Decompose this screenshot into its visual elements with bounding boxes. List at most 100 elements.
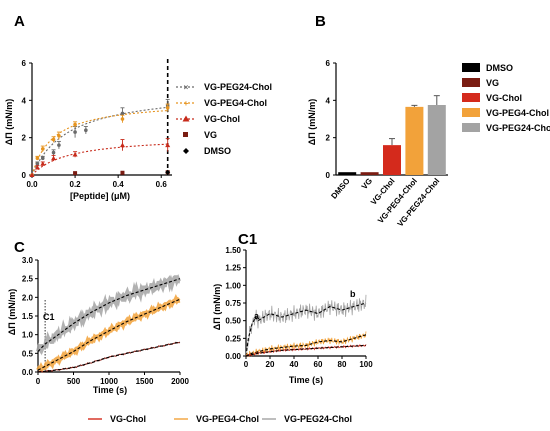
panel-c1-x-label: Time (s) (289, 375, 323, 385)
panel-c1-fit-line (245, 344, 367, 357)
panel-letter-b: B (315, 13, 326, 30)
panel-c1-ytick-label: 1.25 (225, 264, 241, 273)
panel-c1-ytick-label: 0.75 (225, 299, 241, 308)
panel-c1-ytick-label: 0.50 (225, 317, 241, 326)
panel-c-fit-line (37, 341, 181, 373)
legend-b-dmso-label: DMSO (486, 63, 513, 73)
panel-letter-a: A (14, 13, 25, 30)
panel-b-ytick-label: 2 (326, 134, 331, 143)
panel-c-ytick-label: 0.0 (22, 368, 34, 377)
panel-c1-annotation-a: a (254, 311, 260, 321)
legend-a-peg4: + VG-PEG4-Chol (176, 98, 267, 108)
panel-a-point (73, 122, 77, 127)
panel-c1-xtick-label: 100 (359, 360, 373, 369)
bottom-legend: VG-Chol VG-PEG4-Chol VG-PEG24-Chol (88, 414, 352, 424)
panel-c1-xtick-label: 0 (244, 360, 249, 369)
legend-b-dmso-swatch (462, 63, 480, 72)
panel-b-y-label: ΔΠ (mN/m) (307, 99, 317, 145)
panel-c1-xtick-label: 40 (290, 360, 299, 369)
legend-b-peg24-swatch (462, 123, 480, 132)
panel-a-ytick-label: 6 (22, 59, 27, 68)
panel-b-marks (338, 95, 446, 175)
panel-b-bar (405, 106, 424, 175)
panel-c-x-label: Time (s) (93, 385, 127, 395)
panel-a-point (51, 150, 56, 155)
panel-c1-ytick-label: 0.25 (225, 334, 241, 343)
panel-c-marks (36, 274, 181, 373)
legend-a-peg24: × VG-PEG24-Chol (176, 82, 272, 92)
panel-a-point (120, 111, 125, 116)
panel-a-point (51, 155, 57, 161)
legend-a-peg4-label: VG-PEG4-Chol (204, 98, 267, 108)
panel-a-point (165, 169, 171, 175)
svg-text:×: × (184, 83, 189, 92)
svg-text:+: + (184, 99, 189, 108)
legend-b-chol-swatch (462, 93, 480, 102)
panel-b-bar (383, 145, 401, 175)
panel-a-point (73, 130, 77, 134)
panel-a-point (35, 162, 40, 166)
panel-c1-chart: ΔΠ (mN/m) Time (s) 0 20 40 60 80 1000.000.250… (212, 246, 373, 385)
legend-a-peg24-label: VG-PEG24-Chol (204, 82, 272, 92)
panel-c-xtick-label: 1000 (100, 377, 118, 386)
panel-c-xtick-label: 500 (67, 377, 81, 386)
panel-c-y-label: ΔΠ (mN/m) (7, 289, 17, 335)
panel-b-ytick-label: 0 (326, 171, 331, 180)
panel-a-point (57, 143, 61, 147)
panel-c-inset-label: C1 (43, 312, 55, 322)
panel-c-fit-line (37, 298, 181, 371)
panel-c-series-line (36, 274, 181, 356)
panel-a-fit-curve (31, 106, 168, 176)
legend-b-vg-label: VG (486, 78, 499, 88)
panel-a-point (73, 171, 78, 176)
panel-c-ytick-label: 1.5 (22, 312, 34, 321)
panel-c1-ytick-label: 0.00 (225, 352, 241, 361)
panel-c-ytick-label: 3.0 (22, 256, 34, 265)
panel-a-point (57, 134, 61, 138)
panel-a-point (120, 170, 125, 175)
panel-a-point (40, 156, 45, 160)
panel-a-point (84, 128, 88, 132)
panel-b-xtick-label: DMSO (329, 177, 351, 201)
panel-a-point (35, 156, 40, 160)
panel-c1-ticks: 0 20 40 60 80 100 0.00 0.25 0.50 0.75 1.00 1.25 1.50 (225, 246, 373, 369)
legend-a-dmso-label: DMSO (204, 146, 231, 156)
panel-c-ticks: 0 500 1000 1500 2000 0.0 0.5 1.0 1.5 2.0 2.5 3.0 (22, 256, 190, 386)
panel-a-point (51, 137, 56, 142)
panel-a-ytick-label: 0 (22, 171, 27, 180)
panel-a-point (40, 147, 45, 151)
legend-b-peg24-label: VG-PEG24-Chol (486, 123, 550, 133)
bottom-legend-peg4-label: VG-PEG4-Chol (196, 414, 259, 424)
panel-c1-fit-line (245, 302, 367, 357)
panel-a-xtick-label: 0.2 (70, 180, 82, 189)
panel-b-ytick-label: 6 (326, 59, 331, 68)
panel-c1-fit-line (245, 334, 367, 357)
legend-a-chol: VG-Chol (176, 114, 240, 124)
panel-a-point (72, 151, 78, 157)
panel-c1-marks (245, 294, 367, 358)
bottom-legend-peg24-label: VG-PEG24-Chol (284, 414, 352, 424)
panel-b-bar (427, 105, 446, 175)
panel-c1-xtick-label: 60 (314, 360, 323, 369)
panel-a-ytick-label: 2 (22, 134, 27, 143)
panel-a-ytick-label: 4 (22, 96, 27, 105)
panel-a-xtick-label: 0.0 (26, 180, 38, 189)
panel-c1-xtick-label: 20 (266, 360, 275, 369)
panel-c-xtick-label: 1500 (136, 377, 154, 386)
panel-b-bar (338, 172, 357, 175)
panel-c-ytick-label: 2.5 (22, 275, 34, 284)
panel-c1-xtick-label: 80 (338, 360, 347, 369)
panel-a-point (40, 161, 46, 166)
panel-a-fit-curve (31, 110, 168, 176)
bottom-legend-chol-label: VG-Chol (110, 414, 146, 424)
panel-b-legend: DMSO VG VG-Chol VG-PEG4-Chol VG-PEG24-Ch… (462, 63, 550, 133)
panel-letter-c: C (14, 239, 25, 256)
panel-a-fit-curve (31, 143, 168, 176)
panel-a-legend: × VG-PEG24-Chol + VG-PEG4-Chol VG-Chol V… (176, 82, 272, 156)
legend-b-chol-label: VG-Chol (486, 93, 522, 103)
panel-a-ticks: 0.0 0.2 0.4 0.6 0 2 4 6 (22, 59, 168, 189)
panel-a-y-label: ΔΠ (mN/m) (4, 99, 14, 145)
panel-a-point (120, 117, 125, 121)
